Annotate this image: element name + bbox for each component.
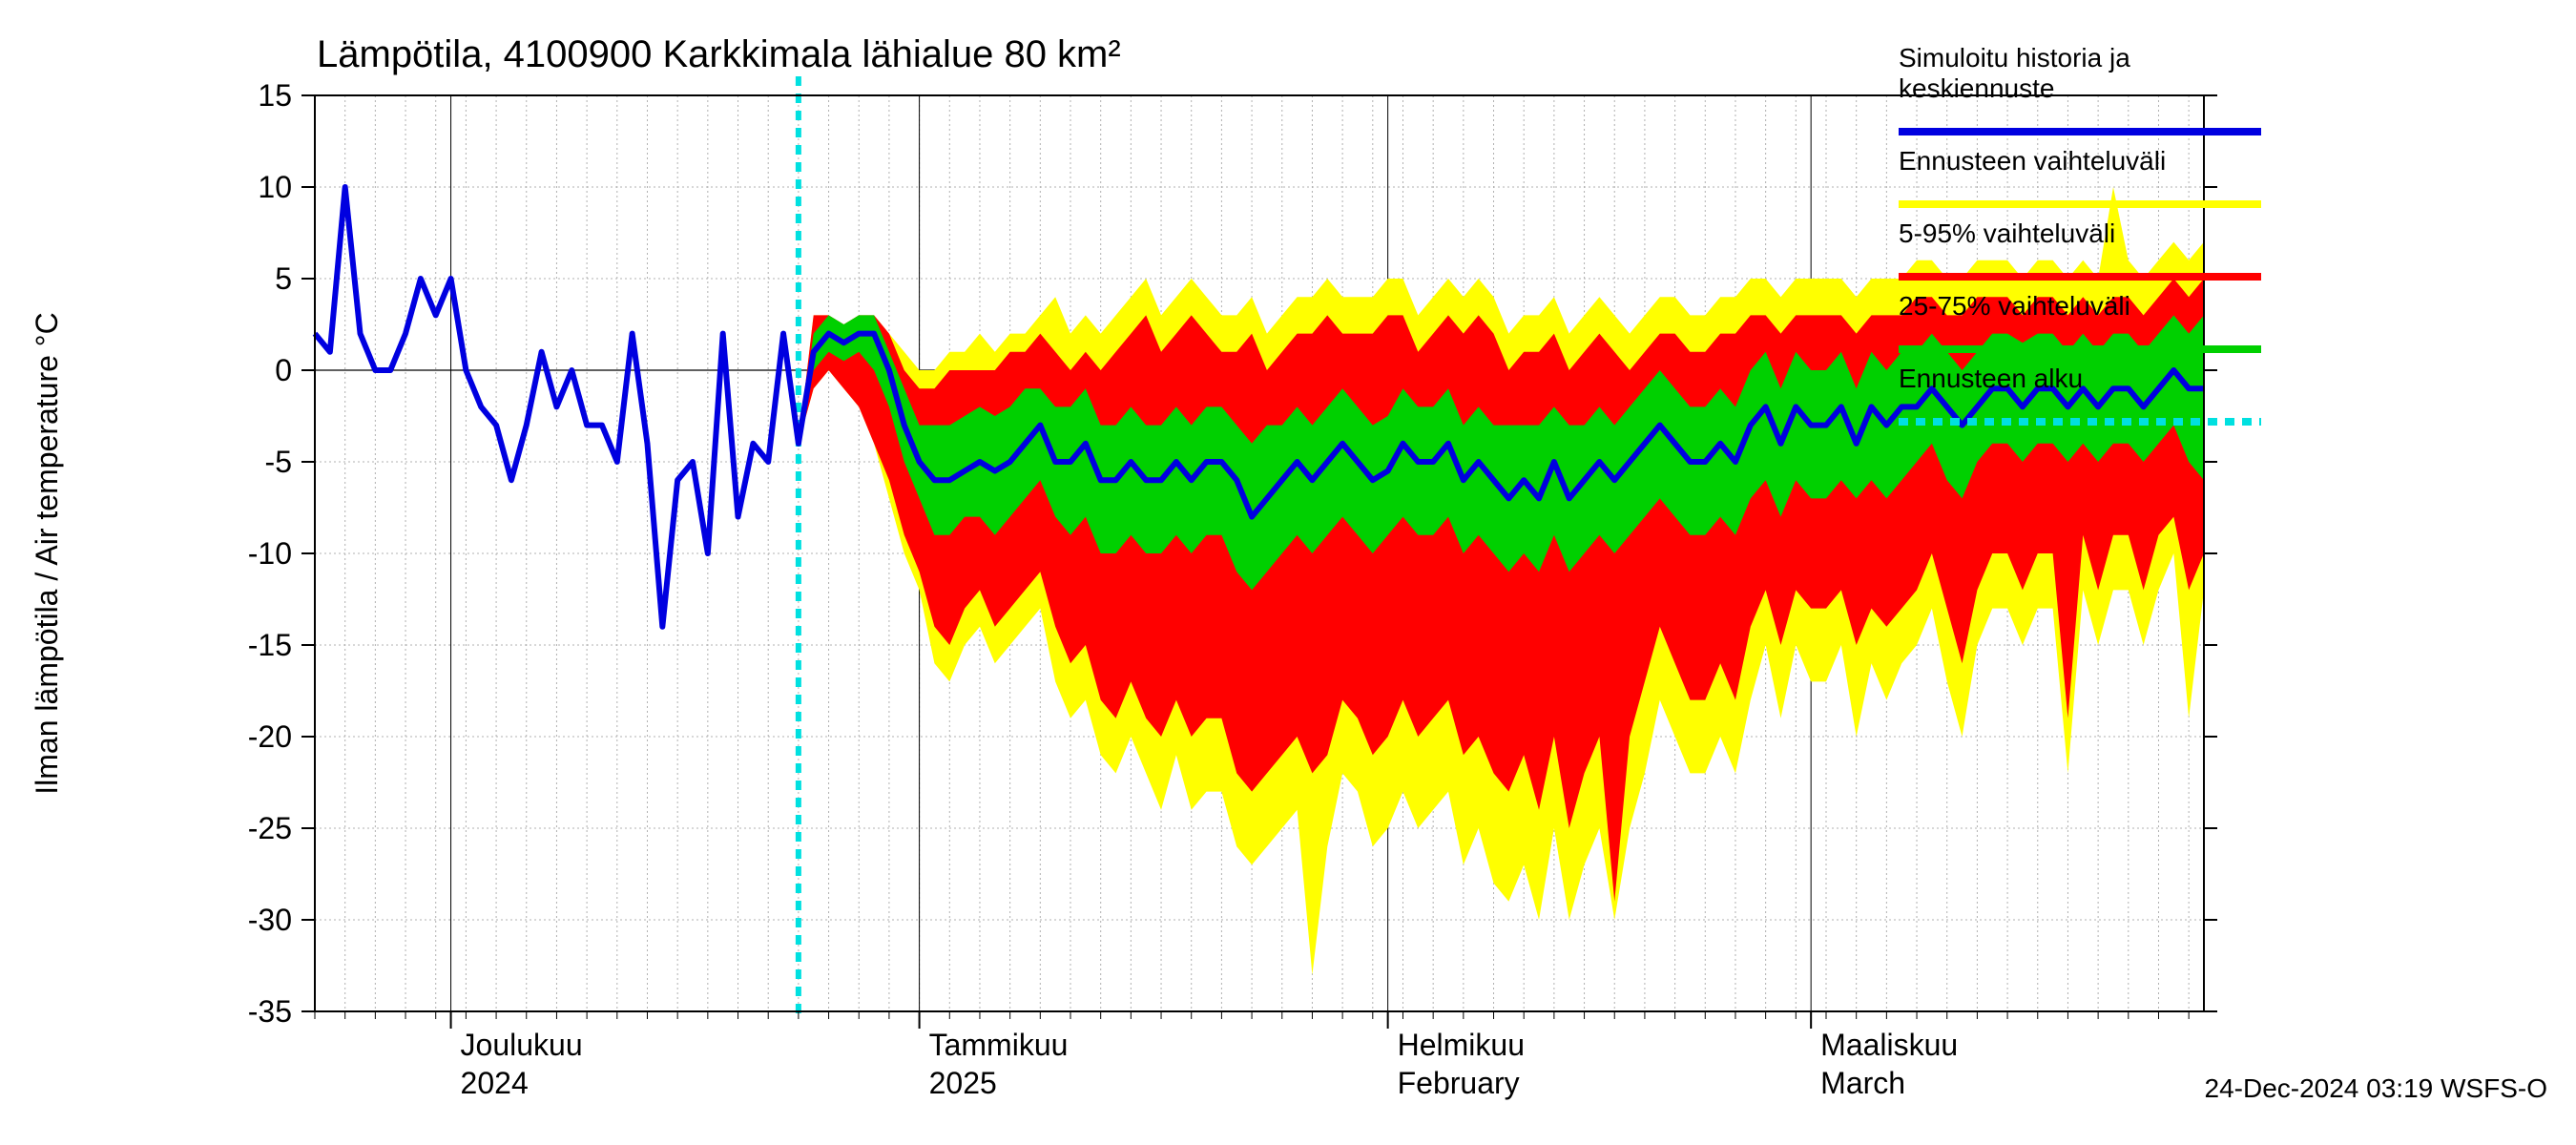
legend-label: keskiennuste [1899, 73, 2054, 103]
y-tick-label: -20 [248, 719, 292, 754]
y-tick-label: 5 [275, 261, 292, 296]
legend-label: 25-75% vaihteluväli [1899, 291, 2130, 321]
temperature-fan-chart: -35 -30 -25 -20 -15 -10 -5 0 5 10 15 Joulukuu 2024 Ta… [0, 0, 2576, 1145]
x-month-label: Maaliskuu [1820, 1028, 1958, 1062]
legend-label: Simuloitu historia ja [1899, 43, 2130, 73]
y-tick-label: -5 [265, 445, 292, 479]
y-tick-label: -30 [248, 903, 292, 937]
x-month-label: Joulukuu [461, 1028, 583, 1062]
legend-label: 5-95% vaihteluväli [1899, 219, 2115, 248]
y-tick-label: -10 [248, 536, 292, 571]
chart-svg: -35 -30 -25 -20 -15 -10 -5 0 5 10 15 Joulukuu 2024 Ta… [0, 0, 2576, 1145]
legend-label: Ennusteen alku [1899, 364, 2083, 393]
y-tick-label: 10 [258, 170, 292, 204]
x-month-sublabel: February [1398, 1066, 1520, 1100]
y-tick-label: -25 [248, 811, 292, 845]
x-month-sublabel: March [1820, 1066, 1905, 1100]
x-month-label: Tammikuu [929, 1028, 1069, 1062]
x-month-sublabel: 2025 [929, 1066, 997, 1100]
chart-title: Lämpötila, 4100900 Karkkimala lähialue 8… [317, 33, 1121, 75]
y-axis-label: Ilman lämpötila / Air temperature °C [30, 312, 64, 794]
chart-footer: 24-Dec-2024 03:19 WSFS-O [2205, 1073, 2548, 1103]
x-month-label: Helmikuu [1398, 1028, 1525, 1062]
y-tick-label: 0 [275, 353, 292, 387]
y-tick-label: 15 [258, 78, 292, 113]
y-tick-label: -15 [248, 628, 292, 662]
legend-label: Ennusteen vaihteluväli [1899, 146, 2166, 176]
x-month-sublabel: 2024 [461, 1066, 529, 1100]
y-tick-label: -35 [248, 994, 292, 1029]
